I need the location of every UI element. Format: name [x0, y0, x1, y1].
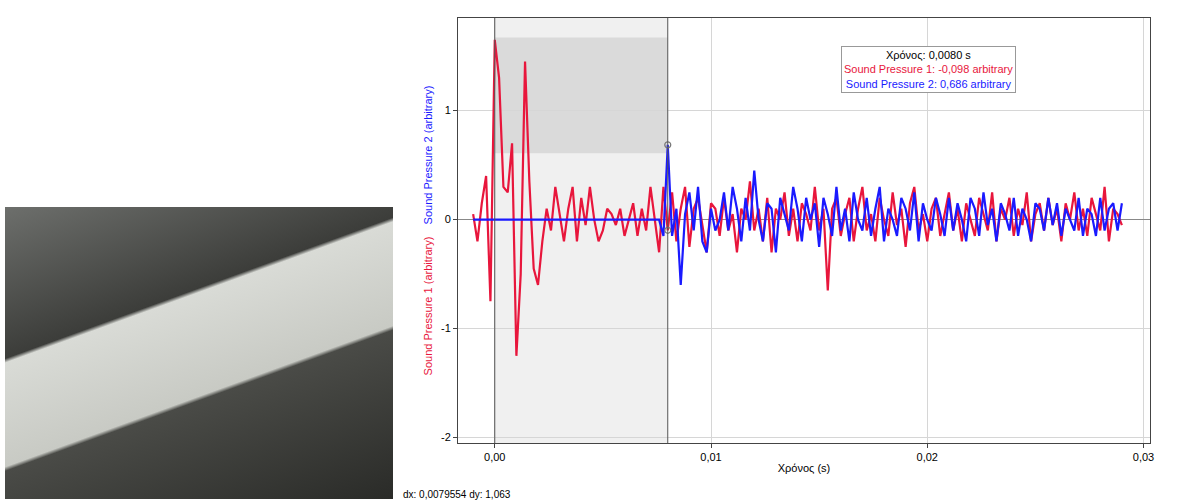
- svg-text:dx: 0,0079554 dy: 1,063: dx: 0,0079554 dy: 1,063: [403, 489, 511, 500]
- svg-text:0: 0: [445, 213, 451, 225]
- svg-text:Sound Pressure 1 (arbitrary): Sound Pressure 1 (arbitrary) Sound Press…: [422, 86, 434, 376]
- svg-text:0,02: 0,02: [917, 451, 938, 463]
- svg-text:0,00: 0,00: [484, 451, 505, 463]
- svg-text:-2: -2: [441, 431, 451, 443]
- svg-text:1: 1: [445, 104, 451, 116]
- svg-text:0,01: 0,01: [700, 451, 721, 463]
- svg-text:Χρόνος: 0,0080 sSound Pressure: Χρόνος: 0,0080 sSound Pressure 1: -0,098…: [844, 49, 1013, 90]
- svg-text:0,03: 0,03: [1133, 451, 1154, 463]
- svg-text:Χρόνος (s): Χρόνος (s): [778, 462, 831, 474]
- svg-text:-1: -1: [441, 322, 451, 334]
